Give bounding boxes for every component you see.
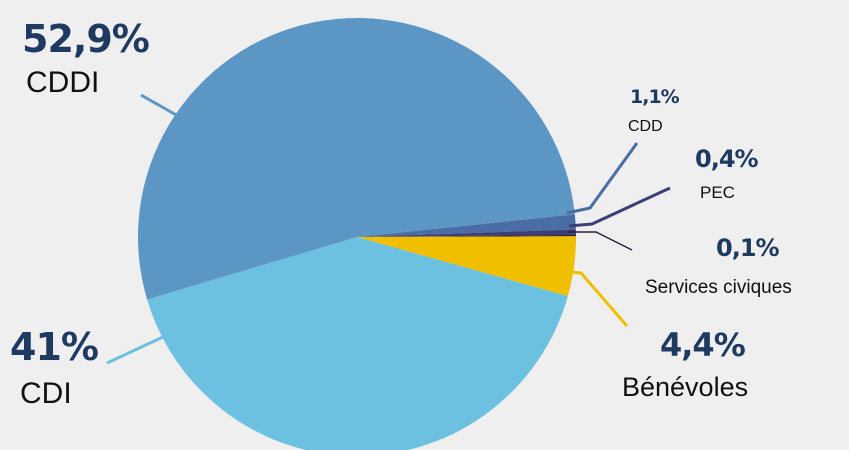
data-label-cdi-value: 41%: [10, 325, 98, 369]
leader-line-cddi: [140, 93, 179, 118]
leader-line-b-n-voles: [557, 269, 629, 327]
data-label-benevoles-name: Bénévoles: [622, 372, 748, 402]
pie-slice-cdi: [147, 237, 568, 450]
pie-slice-cdd: [357, 214, 576, 237]
data-label-pec-value: 0,4%: [695, 145, 759, 173]
leader-line-cdi: [106, 335, 164, 365]
data-label-cdi-name: CDI: [20, 377, 72, 410]
leader-line-services-civiques: [568, 231, 633, 251]
data-label-benevoles-value: 4,4%: [660, 326, 746, 364]
data-label-cddi-name: CDDI: [26, 66, 99, 99]
pie-slice-services-civiques: [357, 234, 576, 237]
data-label-services-civiques-value: 0,1%: [716, 234, 780, 262]
leader-lines: [106, 93, 671, 365]
data-label-cdd-name: CDD: [628, 118, 663, 135]
pie-slice-cddi: [137, 17, 575, 300]
data-label-cdd-value: 1,1%: [630, 86, 680, 108]
pie-slices: [137, 17, 576, 450]
data-label-pec-name: PEC: [700, 183, 735, 202]
leader-line-cdd: [566, 142, 639, 215]
pie-slice-b-n-voles: [357, 236, 576, 297]
pie-slice-pec: [357, 229, 576, 237]
data-label-services-civiques-name: Services civiques: [645, 277, 792, 298]
leader-line-pec: [568, 186, 671, 228]
data-label-cddi-value: 52,9%: [22, 17, 149, 61]
